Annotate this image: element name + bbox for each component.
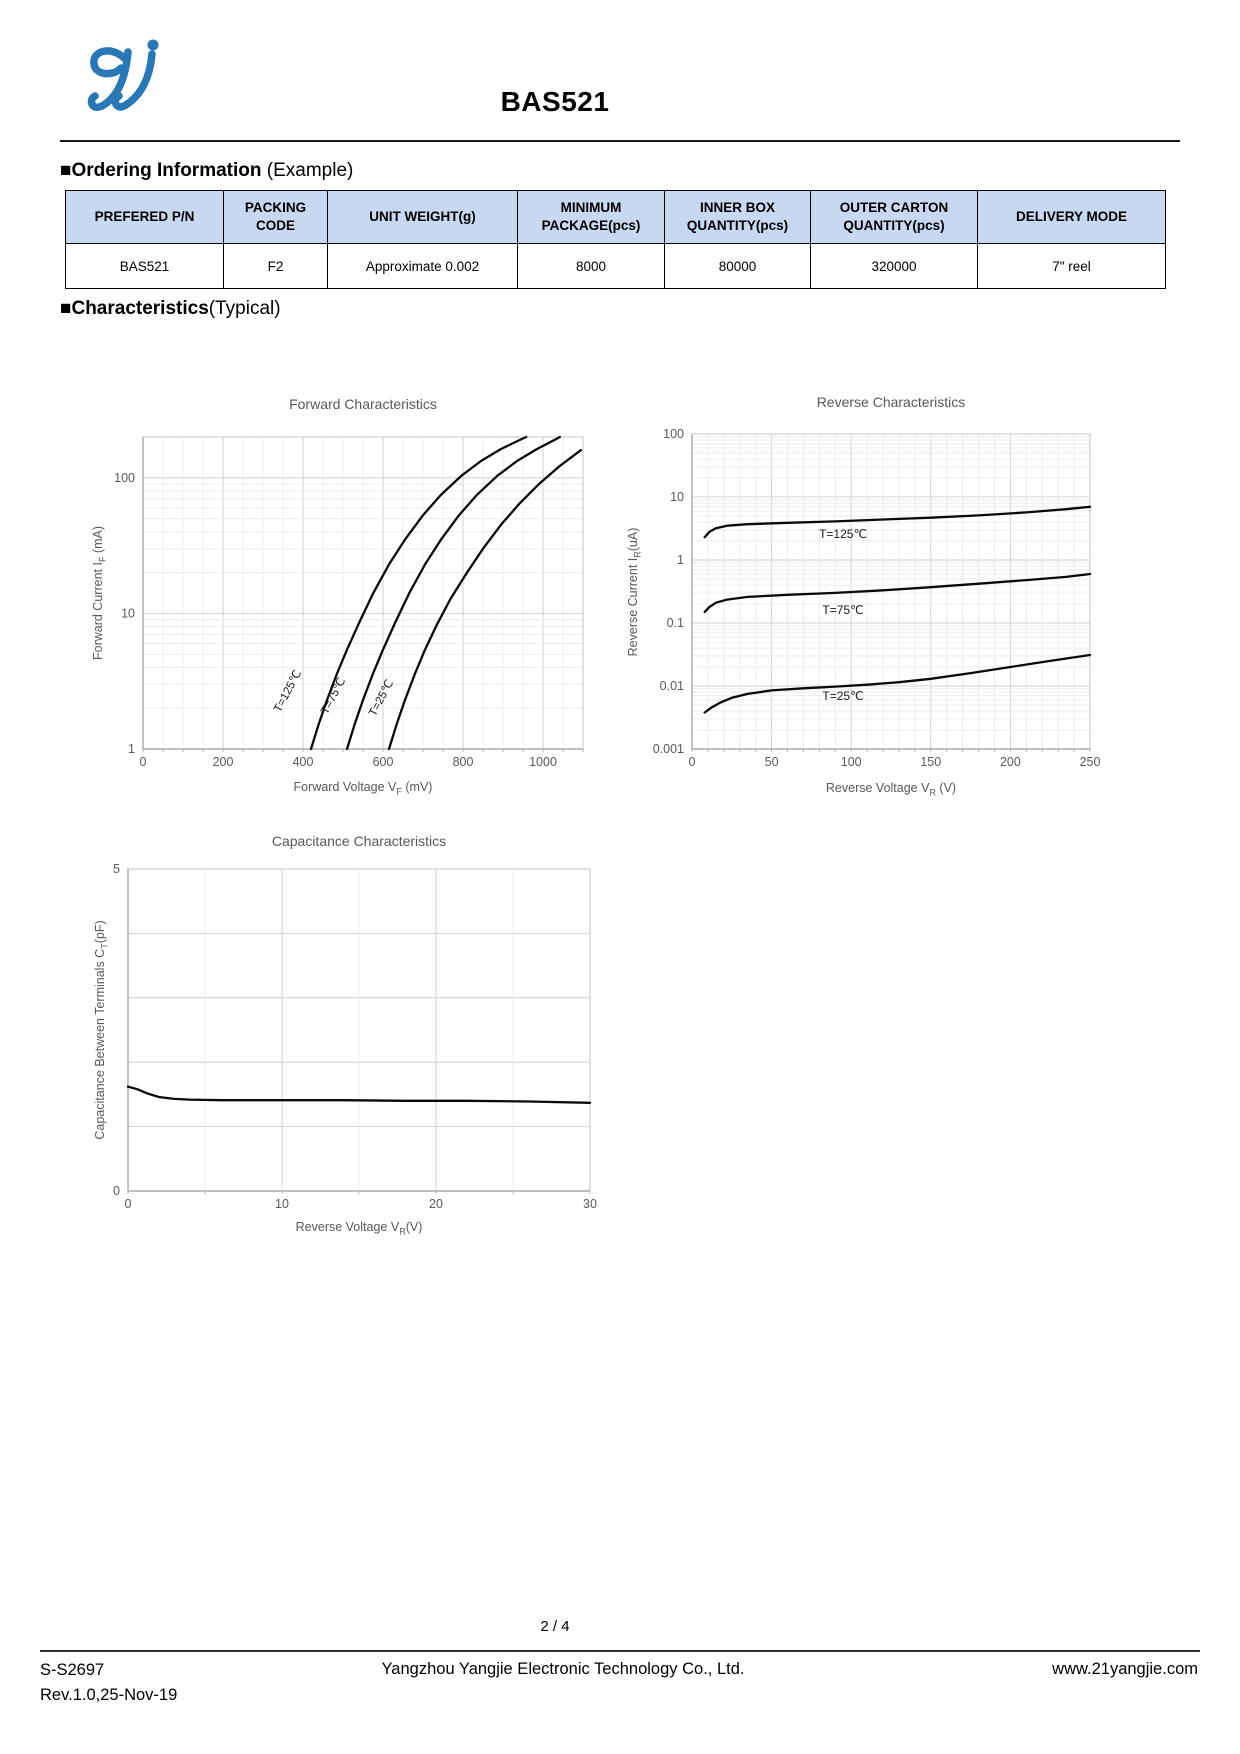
series-curve — [126, 1085, 592, 1104]
doc-revision: Rev.1.0,25-Nov-19 — [40, 1685, 178, 1704]
svg-text:10: 10 — [275, 1197, 289, 1211]
table-header-row: PREFERED P/N PACKING CODE UNIT WEIGHT(g)… — [65, 190, 1166, 244]
svg-text:100: 100 — [663, 427, 684, 441]
reverse-chart-title: Reverse Characteristics — [816, 394, 966, 410]
header-cell-inner-box: INNER BOX QUANTITY(pcs) — [664, 190, 811, 244]
curve-label: T=125℃ — [819, 527, 867, 541]
svg-text:30: 30 — [583, 1197, 597, 1211]
header-divider — [60, 140, 1180, 142]
curve-label: T=125℃ — [272, 668, 304, 714]
curve-label: T=75℃ — [822, 603, 863, 617]
svg-text:1000: 1000 — [529, 755, 557, 769]
svg-text:0: 0 — [140, 755, 147, 769]
svg-text:0: 0 — [125, 1197, 132, 1211]
series-curve — [703, 653, 1092, 714]
header-cell-minimum-package: MINIMUM PACKAGE(pcs) — [517, 190, 665, 244]
footer-doc-info: S-S2697 Rev.1.0,25-Nov-19 — [40, 1658, 177, 1708]
svg-text:400: 400 — [293, 755, 314, 769]
doc-code: S-S2697 — [40, 1661, 105, 1679]
table-row: BAS521 F2 Approximate 0.002 8000 80000 3… — [65, 243, 1166, 289]
series-curve — [703, 572, 1092, 614]
svg-text:150: 150 — [920, 755, 941, 769]
series-curve — [703, 505, 1092, 539]
svg-text:50: 50 — [765, 755, 779, 769]
header-cell-packing-code: PACKING CODE — [223, 190, 328, 244]
svg-text:0: 0 — [689, 755, 696, 769]
series-curve — [345, 435, 561, 751]
svg-text:10: 10 — [670, 490, 684, 504]
cell-minimum-package: 8000 — [517, 243, 665, 289]
svg-text:100: 100 — [841, 755, 862, 769]
svg-text:1: 1 — [677, 553, 684, 567]
svg-text:200: 200 — [213, 755, 234, 769]
reverse-x-axis-title: Reverse Voltage VR (V) — [825, 780, 957, 798]
svg-text:0.01: 0.01 — [660, 679, 684, 693]
svg-text:100: 100 — [114, 471, 135, 485]
series-curve — [309, 435, 528, 751]
page-title: BAS521 — [500, 86, 610, 117]
svg-text:250: 250 — [1080, 755, 1101, 769]
capacitance-x-axis-title: Reverse Voltage VR(V) — [295, 1219, 423, 1237]
ordering-information-table: PREFERED P/N PACKING CODE UNIT WEIGHT(g)… — [65, 190, 1166, 289]
svg-text:5: 5 — [113, 862, 120, 876]
svg-text:200: 200 — [1000, 755, 1021, 769]
svg-text:0: 0 — [113, 1184, 120, 1198]
page-number: 2 / 4 — [540, 1618, 570, 1635]
svg-text:20: 20 — [429, 1197, 443, 1211]
cell-outer-carton-qty: 320000 — [810, 243, 978, 289]
svg-text:0.001: 0.001 — [653, 742, 684, 756]
forward-chart-title: Forward Characteristics — [289, 396, 437, 412]
cell-delivery-mode: 7" reel — [977, 243, 1166, 289]
reverse-characteristics-chart: 0 50 100 150 200 250 100 10 1 0.1 0.01 0.001 T=125℃ T… — [653, 427, 1101, 769]
header-cell-prefered-pn: PREFERED P/N — [65, 190, 224, 244]
cell-unit-weight: Approximate 0.002 — [327, 243, 518, 289]
footer-website: www.21yangjie.com — [1052, 1660, 1198, 1678]
yangjie-logo-icon — [87, 39, 159, 111]
header-cell-outer-carton: OUTER CARTON QUANTITY(pcs) — [810, 190, 978, 244]
curve-label: T=25℃ — [822, 689, 863, 703]
svg-text:1: 1 — [128, 742, 135, 756]
header-cell-delivery-mode: DELIVERY MODE — [977, 190, 1166, 244]
capacitance-characteristics-chart: 0 10 20 30 0 5 — [113, 862, 597, 1211]
svg-text:800: 800 — [453, 755, 474, 769]
cell-part-number: BAS521 — [65, 243, 224, 289]
cell-inner-box-qty: 80000 — [664, 243, 811, 289]
cell-packing-code: F2 — [223, 243, 328, 289]
svg-text:10: 10 — [121, 606, 135, 620]
header-cell-unit-weight: UNIT WEIGHT(g) — [327, 190, 518, 244]
characteristics-heading: ■Characteristics(Typical) — [60, 298, 281, 319]
ordering-information-heading: ■Ordering Information (Example) — [60, 160, 354, 181]
capacitance-chart-title: Capacitance Characteristics — [271, 833, 447, 849]
svg-text:0.1: 0.1 — [667, 616, 684, 630]
footer-company: Yangzhou Yangjie Electronic Technology C… — [381, 1660, 745, 1678]
svg-text:600: 600 — [373, 755, 394, 769]
footer-divider — [40, 1650, 1200, 1652]
series-curve — [387, 448, 583, 751]
forward-x-axis-title: Forward Voltage VF (mV) — [293, 779, 433, 797]
